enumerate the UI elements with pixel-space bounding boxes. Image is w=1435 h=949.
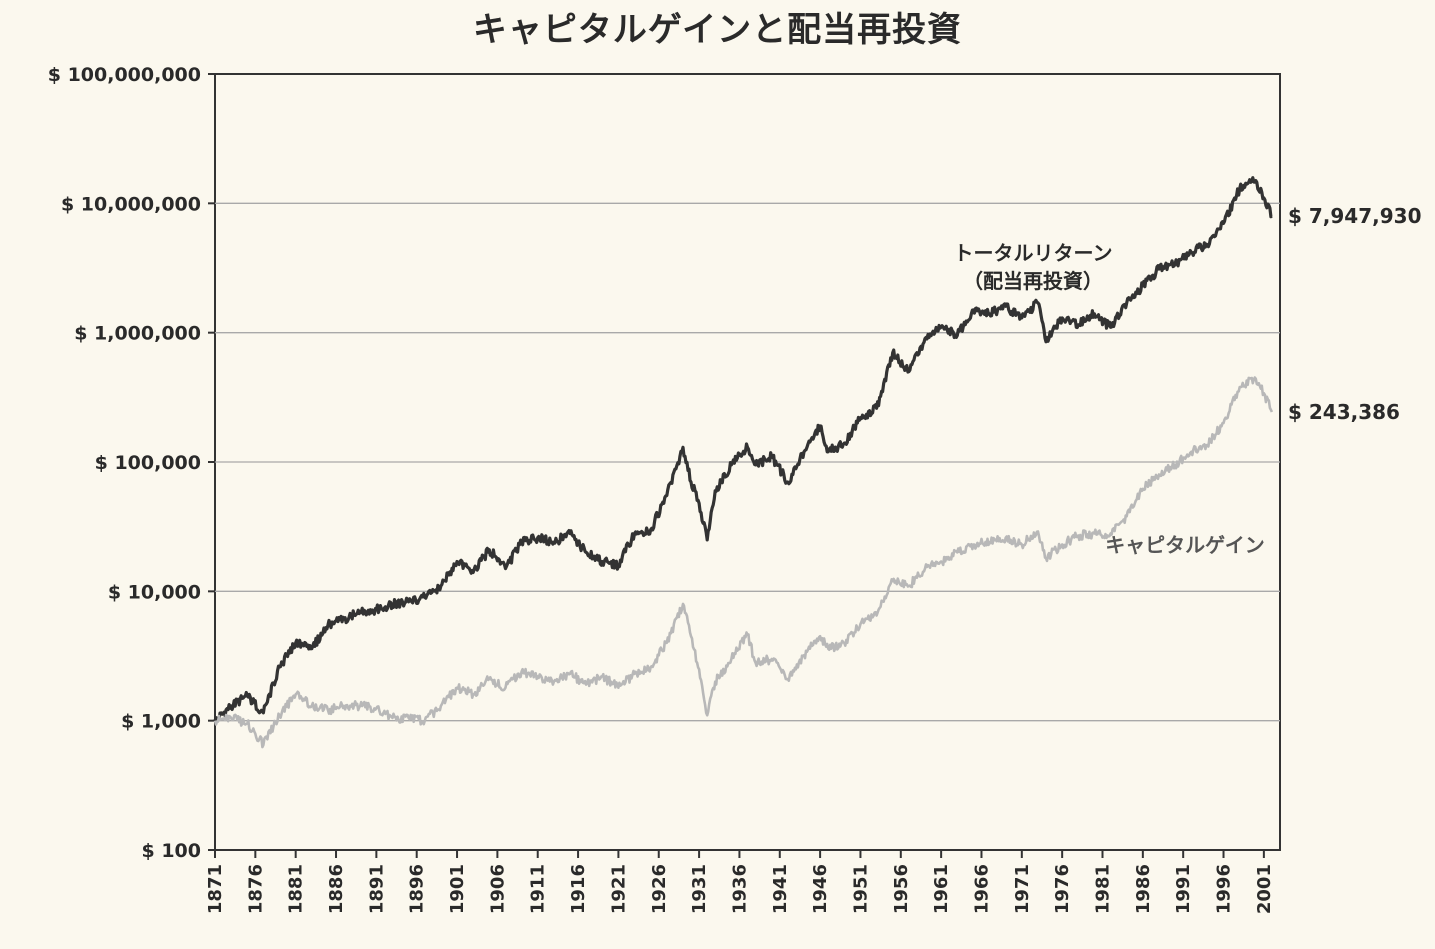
x-tick-label: 1916 <box>568 864 589 914</box>
capital-gain-series-label: キャピタルゲイン <box>1105 533 1265 557</box>
x-tick-label: 1986 <box>1133 864 1154 914</box>
total-return-end-label: $ 7,947,930 <box>1288 204 1422 228</box>
x-tick-label: 1981 <box>1093 864 1114 914</box>
x-tick-label: 1961 <box>931 864 952 914</box>
capital-gain-end-label: $ 243,386 <box>1288 400 1400 424</box>
x-tick-label: 1901 <box>447 864 468 914</box>
x-tick-label: 1911 <box>528 864 549 914</box>
y-tick-label: $ 100,000 <box>95 452 201 474</box>
x-tick-label: 1941 <box>770 864 791 914</box>
y-tick-label: $ 10,000 <box>108 581 201 603</box>
chart-title: キャピタルゲインと配当再投資 <box>472 10 963 50</box>
capital-gain-line <box>213 376 1274 749</box>
x-tick-label: 1976 <box>1052 864 1073 914</box>
y-tick-label: $ 1,000,000 <box>74 323 201 345</box>
x-tick-label: 1931 <box>689 864 710 914</box>
x-tick-label: 1951 <box>850 864 871 914</box>
y-tick-label: $ 10,000,000 <box>61 193 201 215</box>
y-tick-label: $ 100 <box>142 840 202 862</box>
x-tick-label: 1881 <box>286 864 307 914</box>
total-return-series-label: トータルリターン <box>954 241 1113 265</box>
x-tick-label: 1936 <box>729 864 750 914</box>
x-tick-label: 1896 <box>407 864 428 914</box>
x-tick-label: 1871 <box>205 864 226 914</box>
x-tick-label: 1971 <box>1012 864 1033 914</box>
y-tick-label: $ 1,000 <box>121 711 201 733</box>
total-return-line <box>213 176 1273 722</box>
x-tick-label: 1921 <box>608 864 629 914</box>
x-tick-label: 1991 <box>1173 864 1194 914</box>
x-tick-label: 1956 <box>891 864 912 914</box>
y-tick-label: $ 100,000,000 <box>48 64 201 86</box>
x-tick-label: 1996 <box>1214 864 1235 914</box>
x-tick-label: 1891 <box>366 864 387 914</box>
x-tick-label: 1926 <box>649 864 670 914</box>
x-tick-label: 2001 <box>1254 864 1275 914</box>
x-tick-label: 1946 <box>810 864 831 914</box>
x-tick-label: 1876 <box>245 864 266 914</box>
total-return-series-sublabel: （配当再投資） <box>963 269 1103 293</box>
x-tick-label: 1906 <box>487 864 508 914</box>
x-tick-label: 1886 <box>326 864 347 914</box>
x-tick-label: 1966 <box>971 864 992 914</box>
